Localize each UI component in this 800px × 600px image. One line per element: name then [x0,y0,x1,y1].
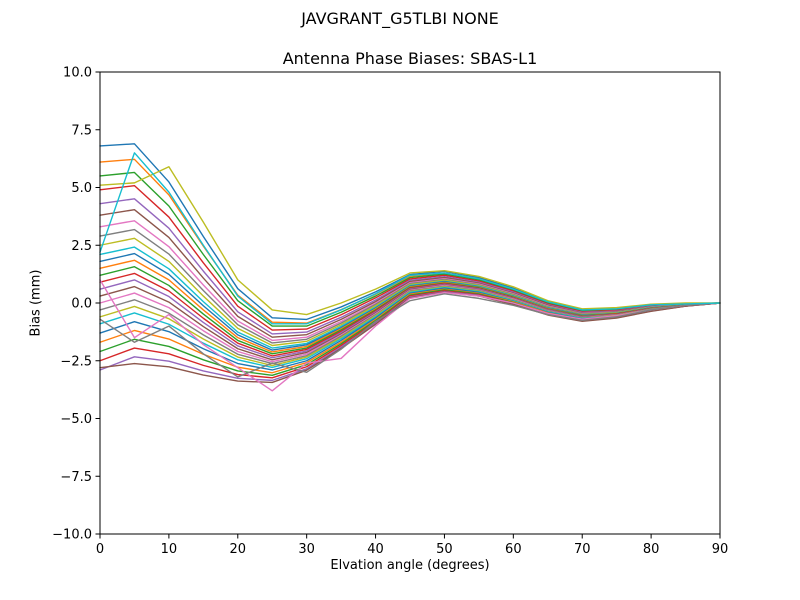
x-tick-label: 70 [574,542,591,557]
y-tick-label: 7.5 [71,123,92,138]
y-tick-label: 0.0 [71,297,92,312]
y-tick-label: 5.0 [71,181,92,196]
y-axis-label: Bias (mm) [28,269,44,337]
x-tick-label: 10 [161,542,178,557]
x-tick-label: 30 [298,542,315,557]
x-tick-label: 60 [505,542,522,557]
y-tick-label: −7.5 [60,470,92,485]
series-line-28 [99,293,721,378]
series-line-24 [99,290,721,379]
y-tick-label: −2.5 [60,354,92,369]
x-tick-label: 90 [712,542,729,557]
y-tick-label: −10.0 [52,528,92,543]
x-axis-label: Elvation angle (degrees) [330,558,490,573]
axes-title: Antenna Phase Biases: SBAS-L1 [282,49,538,68]
series-line-30 [99,152,721,325]
y-tick-label: −5.0 [60,412,92,427]
figure-title: JAVGRANT_G5TLBI NONE [301,9,499,28]
axes-frame [99,71,721,535]
x-tick-label: 0 [96,542,104,557]
series-line-29 [99,166,721,316]
series-line-27 [99,279,721,392]
y-tick-label: 10.0 [63,66,92,81]
x-tick-label: 40 [367,542,384,557]
y-tick-label: 2.5 [71,239,92,254]
x-tick-label: 20 [230,542,247,557]
x-tick-label: 80 [643,542,660,557]
x-tick-label: 50 [436,542,453,557]
